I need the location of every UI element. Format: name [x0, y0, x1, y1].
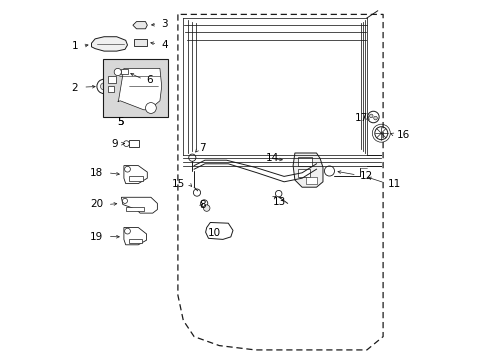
Bar: [107, 76, 115, 83]
Text: 16: 16: [396, 130, 409, 140]
Text: 4: 4: [161, 40, 167, 50]
Text: 11: 11: [387, 179, 400, 189]
Bar: [305, 177, 316, 184]
Circle shape: [367, 111, 378, 123]
Bar: [107, 86, 114, 92]
Text: 19: 19: [90, 231, 103, 242]
Circle shape: [145, 103, 156, 113]
Circle shape: [114, 68, 121, 76]
Text: 8: 8: [199, 200, 206, 210]
Bar: [121, 69, 127, 74]
Text: 20: 20: [90, 199, 103, 210]
Bar: [297, 169, 310, 177]
Bar: [297, 157, 311, 166]
Circle shape: [368, 114, 372, 118]
Text: 2: 2: [71, 83, 78, 93]
Circle shape: [200, 200, 207, 207]
Polygon shape: [118, 68, 162, 110]
Text: 12: 12: [359, 171, 372, 181]
Text: 13: 13: [273, 197, 286, 207]
Circle shape: [193, 189, 200, 196]
Circle shape: [188, 154, 196, 161]
Bar: [126, 207, 143, 211]
Text: 6: 6: [146, 75, 153, 85]
Polygon shape: [205, 222, 232, 239]
Bar: [128, 176, 142, 181]
Bar: [128, 140, 139, 147]
Text: 9: 9: [111, 139, 118, 149]
Circle shape: [123, 141, 129, 147]
Text: 18: 18: [90, 168, 103, 178]
Circle shape: [373, 116, 377, 120]
Circle shape: [374, 127, 387, 140]
Polygon shape: [123, 228, 146, 245]
Text: 1: 1: [71, 41, 78, 51]
Polygon shape: [91, 37, 127, 51]
Circle shape: [101, 83, 107, 90]
Circle shape: [97, 79, 111, 94]
Polygon shape: [133, 22, 147, 29]
Circle shape: [124, 166, 130, 172]
Circle shape: [275, 190, 282, 197]
Bar: [103, 59, 168, 117]
Text: 3: 3: [161, 19, 167, 30]
Polygon shape: [292, 153, 322, 187]
Text: 5: 5: [117, 117, 123, 127]
Circle shape: [203, 205, 209, 211]
Polygon shape: [121, 197, 157, 213]
Circle shape: [324, 166, 334, 176]
Text: 17: 17: [354, 113, 367, 123]
Text: 5: 5: [117, 117, 123, 127]
Text: 7: 7: [199, 143, 206, 153]
Bar: [134, 39, 146, 46]
Circle shape: [122, 198, 127, 203]
Bar: [128, 239, 142, 243]
Text: 15: 15: [171, 179, 185, 189]
Polygon shape: [123, 166, 147, 184]
Circle shape: [124, 228, 130, 234]
Text: 14: 14: [265, 153, 278, 163]
Text: 10: 10: [207, 228, 220, 238]
